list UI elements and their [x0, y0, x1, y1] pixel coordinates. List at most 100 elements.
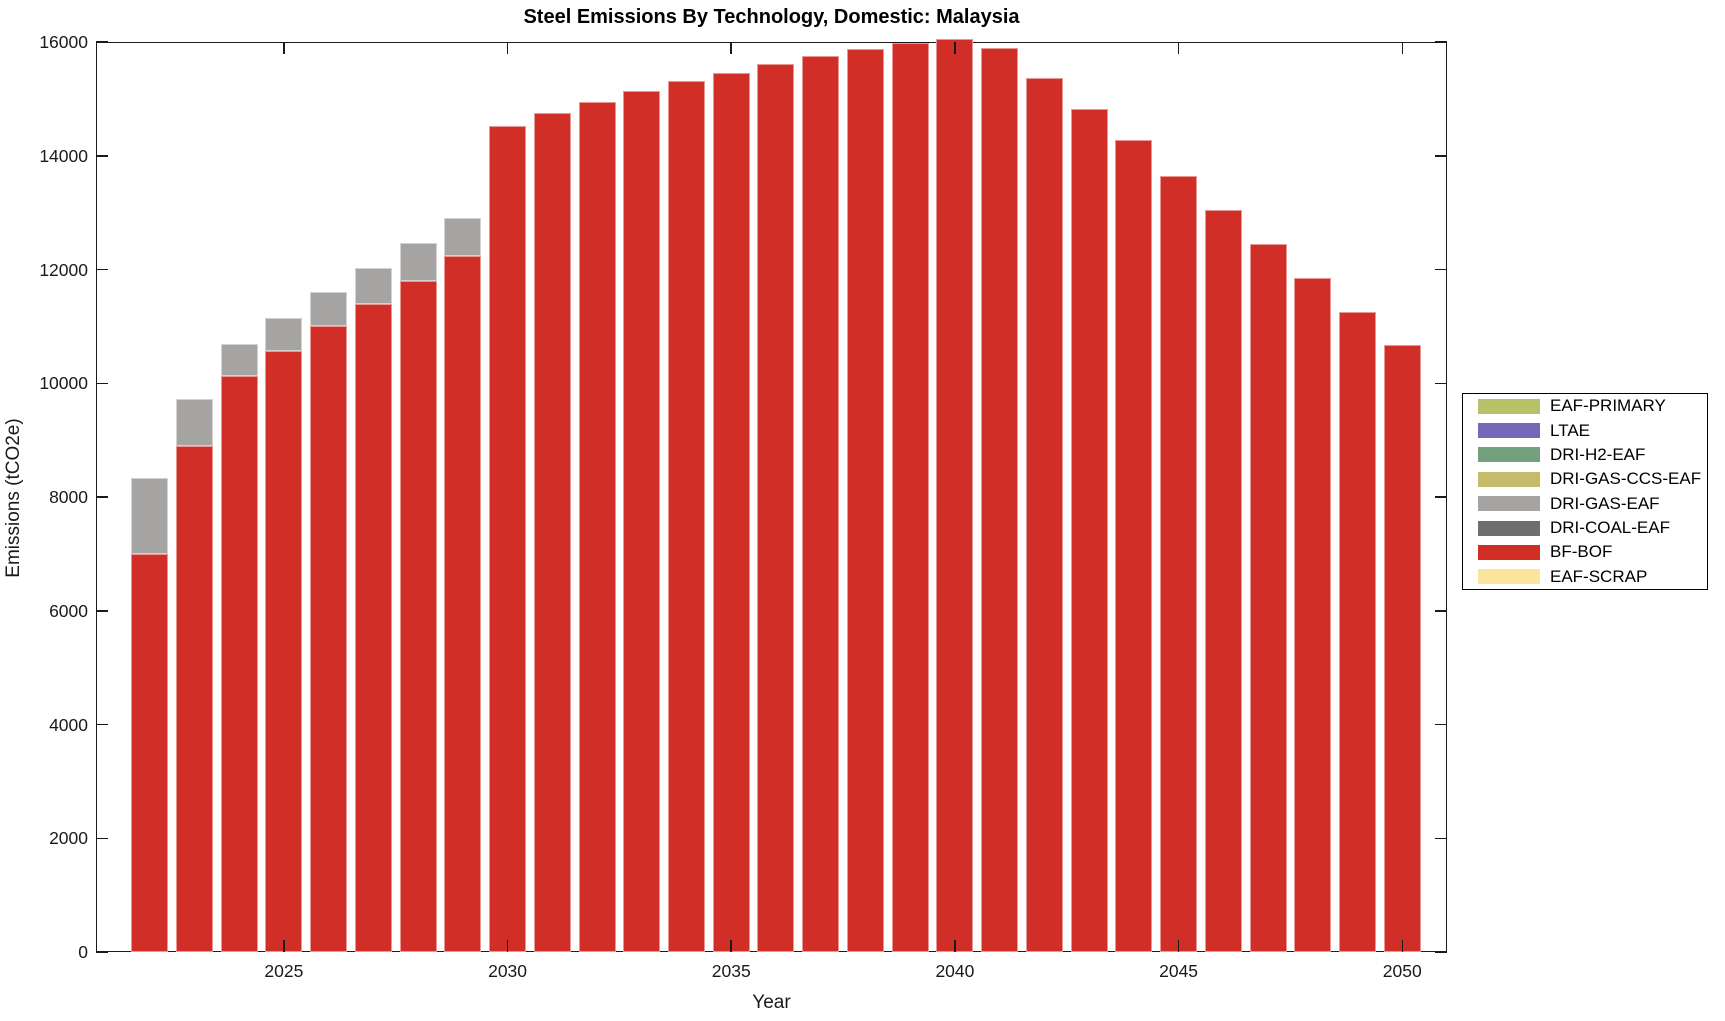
- y-tick-mark-right: [1435, 723, 1447, 726]
- x-tick-mark: [283, 940, 285, 952]
- bar-segment-bf-bof-2030: [489, 126, 527, 952]
- x-tick-mark-top: [730, 42, 732, 54]
- legend-label: EAF-SCRAP: [1550, 566, 1648, 586]
- x-tick-mark: [1401, 940, 1403, 952]
- y-tick-mark: [96, 155, 108, 157]
- y-tick-label: 6000: [49, 600, 88, 621]
- y-tick-label: 16000: [39, 32, 88, 52]
- bar-segment-bf-bof-2040: [936, 38, 974, 952]
- bar-segment-dri-gas-eaf-2023: [175, 399, 213, 446]
- y-tick-mark: [96, 837, 108, 839]
- bar-segment-bf-bof-2047: [1249, 244, 1287, 952]
- y-tick-mark-right: [1435, 951, 1447, 953]
- y-tick-mark: [96, 496, 108, 498]
- x-tick-mark: [506, 940, 509, 952]
- legend-item-bf-bof: BF-BOF: [1463, 540, 1707, 564]
- x-tick-mark-top: [1177, 42, 1180, 54]
- bar-segment-dri-gas-eaf-2027: [354, 267, 392, 305]
- y-tick-mark: [96, 610, 108, 612]
- y-tick-mark-right: [1435, 837, 1447, 839]
- bar-segment-dri-gas-eaf-2022: [131, 478, 169, 554]
- y-tick-label: 2000: [49, 828, 88, 849]
- bar-segment-bf-bof-2046: [1204, 209, 1242, 952]
- bar-segment-bf-bof-2023: [175, 445, 213, 952]
- x-tick-label: 2030: [488, 961, 528, 981]
- bar-segment-bf-bof-2036: [757, 64, 795, 952]
- legend-item-dri-gas-ccs-eaf: DRI-GAS-CCS-EAF: [1463, 467, 1707, 491]
- legend-swatch-dri-gas-eaf: [1478, 496, 1540, 512]
- y-tick-mark-right: [1435, 610, 1447, 612]
- x-tick-label: 2050: [1382, 961, 1422, 981]
- bar-segment-bf-bof-2038: [846, 49, 884, 952]
- bar-segment-bf-bof-2043: [1070, 108, 1108, 952]
- bar-segment-bf-bof-2029: [444, 256, 482, 952]
- y-tick-label: 8000: [49, 487, 88, 507]
- bar-segment-dri-gas-eaf-2029: [444, 217, 482, 257]
- x-axis-label: Year: [752, 992, 791, 1013]
- legend-label: BF-BOF: [1550, 542, 1613, 562]
- legend-item-eaf-scrap: EAF-SCRAP: [1463, 565, 1707, 589]
- y-tick-label: 12000: [39, 259, 88, 280]
- y-tick-mark: [96, 41, 108, 43]
- legend-label: DRI-H2-EAF: [1550, 444, 1646, 464]
- x-tick-mark-top: [1401, 42, 1403, 54]
- legend-swatch-bf-bof: [1478, 544, 1540, 560]
- bar-segment-bf-bof-2026: [310, 326, 348, 952]
- legend-swatch-dri-coal-eaf: [1478, 520, 1540, 536]
- x-tick-label: 2045: [1159, 961, 1199, 981]
- bar-segment-bf-bof-2050: [1383, 344, 1421, 952]
- bar-segment-bf-bof-2033: [623, 91, 661, 952]
- bar-segment-bf-bof-2032: [578, 102, 616, 952]
- bar-segment-dri-gas-eaf-2024: [220, 344, 258, 377]
- y-tick-mark-right: [1435, 382, 1447, 384]
- legend-swatch-ltae: [1478, 423, 1540, 439]
- legend-item-dri-gas-eaf: DRI-GAS-EAF: [1463, 492, 1707, 516]
- bar-segment-bf-bof-2041: [981, 48, 1019, 952]
- x-tick-mark: [730, 940, 732, 952]
- y-tick-mark-right: [1435, 41, 1447, 43]
- x-tick-label: 2035: [711, 961, 751, 981]
- bar-segment-dri-gas-eaf-2025: [265, 318, 303, 351]
- bar-segment-dri-gas-eaf-2026: [310, 292, 348, 327]
- bar-segment-bf-bof-2025: [265, 350, 303, 952]
- x-tick-mark-top: [954, 42, 956, 54]
- y-tick-mark: [96, 268, 108, 271]
- x-tick-label: 2040: [935, 961, 975, 981]
- y-tick-mark-right: [1435, 496, 1447, 498]
- bar-segment-bf-bof-2028: [399, 280, 437, 952]
- x-tick-mark: [1177, 940, 1180, 952]
- x-tick-mark-top: [506, 42, 509, 54]
- legend-swatch-dri-h2-eaf: [1478, 447, 1540, 463]
- bar-segment-bf-bof-2035: [712, 72, 750, 952]
- legend-item-ltae: LTAE: [1463, 418, 1707, 442]
- y-tick-label: 4000: [49, 714, 88, 735]
- y-tick-mark: [96, 382, 108, 384]
- chart-title: Steel Emissions By Technology, Domestic:…: [523, 6, 1020, 28]
- bar-segment-bf-bof-2045: [1160, 175, 1198, 952]
- legend-item-dri-coal-eaf: DRI-COAL-EAF: [1463, 516, 1707, 540]
- y-tick-mark-right: [1435, 268, 1447, 271]
- legend: EAF-PRIMARY LTAE DRI-H2-EAF DRI-GAS-CCS-EAF…: [1462, 393, 1708, 590]
- y-tick-mark-right: [1435, 155, 1447, 157]
- bar-segment-bf-bof-2037: [802, 56, 840, 952]
- legend-label: DRI-COAL-EAF: [1550, 518, 1670, 538]
- legend-swatch-eaf-primary: [1478, 398, 1540, 414]
- y-tick-mark: [96, 723, 108, 726]
- y-tick-label: 0: [78, 942, 88, 962]
- bar-segment-dri-gas-eaf-2028: [399, 242, 437, 281]
- bar-segment-bf-bof-2031: [533, 113, 571, 952]
- x-tick-mark: [954, 940, 956, 952]
- bar-segment-bf-bof-2034: [668, 81, 705, 952]
- y-tick-label: 10000: [39, 373, 88, 394]
- x-tick-label: 2025: [264, 961, 304, 981]
- y-axis-label: Emissions (tCO2e): [3, 418, 24, 578]
- legend-label: DRI-GAS-EAF: [1550, 493, 1660, 513]
- legend-item-dri-h2-eaf: DRI-H2-EAF: [1463, 443, 1707, 467]
- bar-segment-bf-bof-2027: [354, 304, 392, 952]
- bar-segment-bf-bof-2042: [1025, 77, 1063, 952]
- bar-segment-bf-bof-2024: [220, 376, 258, 952]
